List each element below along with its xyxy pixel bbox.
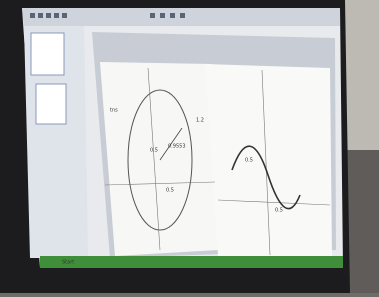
graph-left — [100, 62, 218, 256]
window-title: tns — [110, 108, 118, 114]
thumbnail[interactable] — [36, 84, 66, 124]
axis-label: 0.5 — [150, 148, 158, 154]
thumbnail[interactable] — [31, 33, 64, 75]
graph-right — [205, 64, 332, 258]
axis-label: 1.2 — [196, 118, 204, 124]
axis-label: 0.5 — [166, 188, 174, 194]
axis-label: 0.5 — [245, 158, 253, 164]
photo: Start tns 0.5 0.5 1.2 0.9553 0.5 0.5 — [0, 0, 379, 293]
taskbar-item[interactable]: Start — [62, 260, 74, 266]
angle-label: 0.9553 — [168, 144, 186, 150]
axis-label: 0.5 — [275, 208, 283, 214]
page: Start tns 0.5 0.5 1.2 0.9553 0.5 0.5 (()… — [0, 0, 379, 293]
taskbar — [40, 256, 343, 268]
